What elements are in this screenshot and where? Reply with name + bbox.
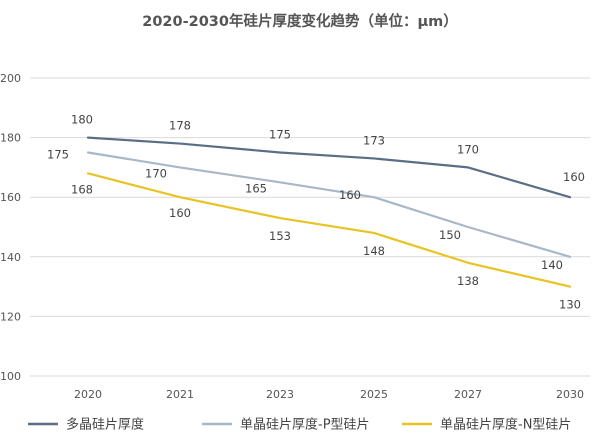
data-label: 175 xyxy=(269,128,291,142)
data-label: 160 xyxy=(169,206,191,220)
x-axis: 2020 2021 2023 2025 2027 2030 xyxy=(74,388,584,401)
series-line-0 xyxy=(86,136,572,199)
data-label: 173 xyxy=(363,133,385,147)
data-label: 140 xyxy=(541,258,563,272)
data-label: 175 xyxy=(47,148,69,162)
legend-label: 单晶硅片厚度-N型硅片 xyxy=(440,417,571,433)
y-tick-label: 100 xyxy=(0,370,21,383)
data-label: 165 xyxy=(245,181,267,195)
series-lines xyxy=(86,136,572,288)
data-label: 160 xyxy=(339,188,361,202)
data-label: 170 xyxy=(457,142,479,156)
data-label: 150 xyxy=(439,228,461,242)
legend-label: 多晶硅片厚度 xyxy=(66,417,144,433)
y-axis: 100 120 140 160 180 200 xyxy=(0,72,21,383)
y-tick-label: 180 xyxy=(0,132,21,145)
gridlines xyxy=(30,77,590,377)
legend-item-2: 单晶硅片厚度-N型硅片 xyxy=(402,417,571,433)
x-tick-label: 2030 xyxy=(556,388,584,401)
data-label: 148 xyxy=(363,244,385,258)
y-tick-label: 160 xyxy=(0,191,21,204)
data-label: 130 xyxy=(559,298,581,312)
series-line-2 xyxy=(86,172,572,288)
y-tick-label: 120 xyxy=(0,310,21,323)
legend: 多晶硅片厚度 单晶硅片厚度-P型硅片 单晶硅片厚度-N型硅片 xyxy=(28,417,571,433)
chart-title: 2020-2030年硅片厚度变化趋势（单位：μm） xyxy=(142,14,458,30)
data-label: 160 xyxy=(563,170,585,184)
x-tick-label: 2021 xyxy=(166,388,194,401)
data-labels: 180 178 175 173 170 160 175 170 165 160 150 140 168 1… xyxy=(47,113,585,312)
x-tick-label: 2027 xyxy=(454,388,482,401)
data-label: 138 xyxy=(457,274,479,288)
x-tick-label: 2020 xyxy=(74,388,102,401)
legend-label: 单晶硅片厚度-P型硅片 xyxy=(240,417,370,433)
legend-item-1: 单晶硅片厚度-P型硅片 xyxy=(202,417,370,433)
data-label: 170 xyxy=(145,166,167,180)
data-label: 180 xyxy=(71,113,93,127)
data-label: 178 xyxy=(169,119,191,133)
x-tick-label: 2025 xyxy=(360,388,388,401)
y-tick-label: 140 xyxy=(0,251,21,264)
y-tick-label: 200 xyxy=(0,72,21,85)
legend-item-0: 多晶硅片厚度 xyxy=(28,417,144,433)
data-label: 153 xyxy=(269,229,291,243)
x-tick-label: 2023 xyxy=(266,388,294,401)
data-label: 168 xyxy=(71,182,93,196)
series-line-1 xyxy=(86,151,572,258)
